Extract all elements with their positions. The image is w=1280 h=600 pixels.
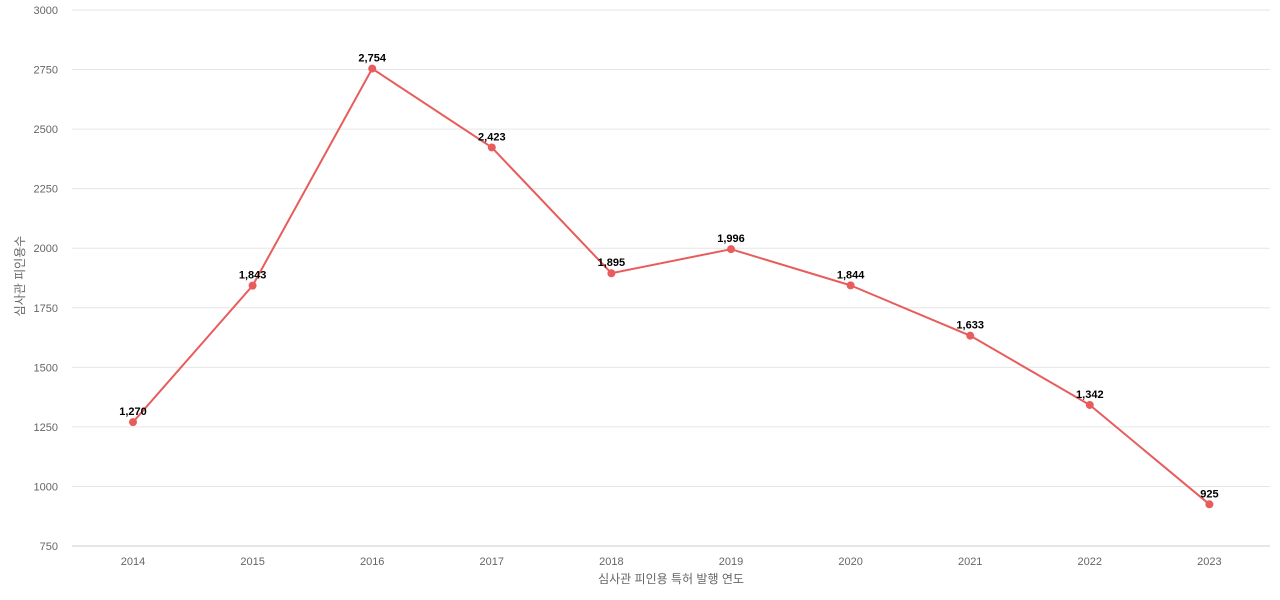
data-label: 1,843 — [239, 270, 267, 282]
data-label: 1,844 — [837, 269, 865, 281]
x-tick-label: 2017 — [480, 556, 504, 568]
x-tick-label: 2022 — [1078, 556, 1102, 568]
data-label: 2,423 — [478, 131, 506, 143]
x-tick-label: 2019 — [719, 556, 743, 568]
data-point — [607, 269, 616, 278]
x-tick-label: 2021 — [958, 556, 982, 568]
data-point — [1085, 400, 1094, 409]
data-label: 1,342 — [1076, 389, 1104, 401]
grid-lines — [72, 9, 1270, 487]
data-point — [487, 143, 496, 152]
y-axis-title: 심사관 피인용수 — [13, 236, 27, 317]
data-label: 1,633 — [956, 320, 984, 332]
data-point — [129, 418, 137, 427]
y-tick-label: 1000 — [34, 481, 58, 493]
data-label: 1,270 — [119, 406, 147, 418]
x-tick-label: 2020 — [838, 556, 862, 568]
x-tick-label: 2018 — [599, 556, 623, 568]
data-label: 2,754 — [358, 53, 386, 65]
data-point — [1205, 500, 1214, 509]
y-tick-label: 2000 — [34, 243, 58, 255]
y-axis-ticks: 750 1000 1250 1500 1750 2000 2250 2500 2750 3000 — [34, 5, 58, 553]
data-labels: 1,270 1,843 2,754 2,423 1,895 1,996 1,844 1,633… — [119, 53, 1218, 501]
data-point — [966, 331, 975, 340]
x-axis-title: 심사관 피인용 특허 발행 연도 — [598, 571, 744, 586]
data-label: 1,996 — [717, 233, 745, 245]
data-label: 925 — [1200, 488, 1218, 500]
y-tick-label: 3000 — [34, 5, 58, 17]
series-layer — [132, 67, 1211, 506]
y-tick-label: 750 — [40, 541, 58, 553]
data-points — [129, 64, 1214, 509]
y-tick-label: 2750 — [34, 65, 58, 77]
y-tick-label: 1500 — [34, 362, 58, 374]
y-tick-label: 1750 — [34, 303, 58, 315]
x-tick-label: 2015 — [240, 556, 264, 568]
y-tick-label: 1250 — [34, 422, 58, 434]
x-tick-label: 2023 — [1197, 556, 1221, 568]
data-label: 1,895 — [598, 257, 626, 269]
x-tick-label: 2014 — [121, 556, 145, 568]
y-tick-label: 2500 — [34, 124, 58, 136]
x-axis-ticks: 2014 2015 2016 2017 2018 2019 2020 2021 2022 2023 — [121, 556, 1222, 568]
data-point — [846, 281, 855, 290]
y-tick-label: 2250 — [34, 184, 58, 196]
x-tick-label: 2016 — [360, 556, 384, 568]
data-point — [368, 64, 377, 73]
data-point — [248, 281, 257, 290]
series-line — [132, 67, 1211, 506]
data-point — [727, 245, 735, 254]
